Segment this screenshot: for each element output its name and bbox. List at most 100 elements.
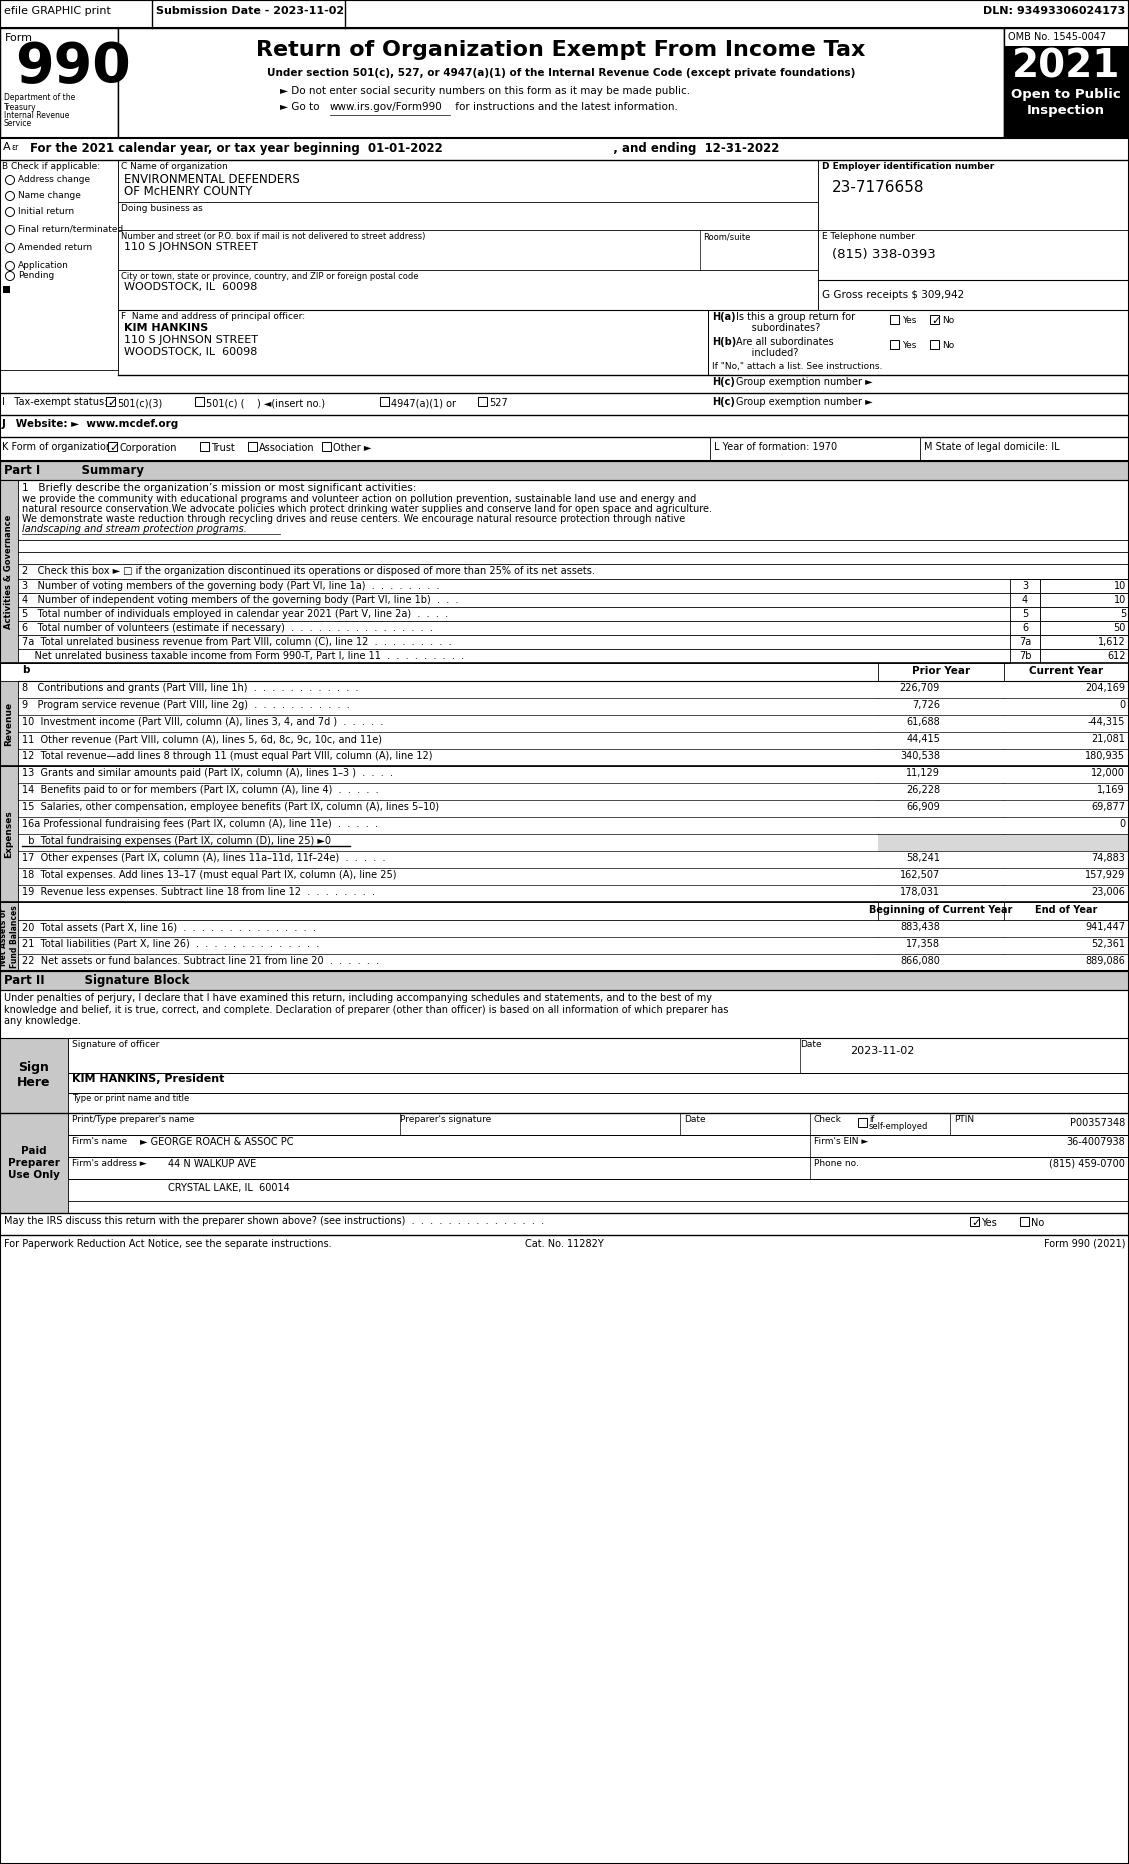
Text: (815) 338-0393: (815) 338-0393 bbox=[832, 248, 936, 261]
Text: for instructions and the latest information.: for instructions and the latest informat… bbox=[452, 103, 677, 112]
Bar bbox=[1004, 80, 1129, 138]
Text: 2   Check this box ► □ if the organization discontinued its operations or dispos: 2 Check this box ► □ if the organization… bbox=[21, 567, 595, 576]
Bar bbox=[1004, 664, 1129, 680]
Text: 10  Investment income (Part VIII, column (A), lines 3, 4, and 7d )  .  .  .  .  : 10 Investment income (Part VIII, column … bbox=[21, 718, 384, 727]
Text: Form 990 (2021): Form 990 (2021) bbox=[1043, 1240, 1124, 1249]
Text: 44,415: 44,415 bbox=[907, 734, 940, 744]
Text: Group exemption number ►: Group exemption number ► bbox=[736, 397, 873, 406]
Text: Net Assets or
Fund Balances: Net Assets or Fund Balances bbox=[0, 906, 19, 967]
Text: 21,081: 21,081 bbox=[1091, 734, 1124, 744]
Text: 226,709: 226,709 bbox=[900, 682, 940, 693]
Text: Part II: Part II bbox=[5, 975, 45, 988]
Bar bbox=[1004, 47, 1129, 80]
Bar bbox=[1010, 636, 1040, 649]
Bar bbox=[0, 971, 1129, 990]
Text: efile GRAPHIC print: efile GRAPHIC print bbox=[5, 6, 111, 17]
Text: Room/suite: Room/suite bbox=[703, 231, 751, 240]
Text: 0: 0 bbox=[1119, 701, 1124, 710]
Bar bbox=[1040, 608, 1129, 621]
Text: Corporation: Corporation bbox=[119, 444, 176, 453]
Text: KIM HANKINS, President: KIM HANKINS, President bbox=[72, 1074, 225, 1085]
Text: Firm's address ►: Firm's address ► bbox=[72, 1159, 147, 1169]
Text: ENVIRONMENTAL DEFENDERS: ENVIRONMENTAL DEFENDERS bbox=[124, 173, 300, 186]
Bar bbox=[0, 0, 1129, 28]
Text: 1   Briefly describe the organization’s mission or most significant activities:: 1 Briefly describe the organization’s mi… bbox=[21, 483, 417, 492]
Bar bbox=[1040, 593, 1129, 608]
Text: 1,612: 1,612 bbox=[1099, 637, 1126, 647]
Text: Activities & Governance: Activities & Governance bbox=[5, 514, 14, 628]
Bar bbox=[1040, 636, 1129, 649]
Bar bbox=[0, 766, 18, 902]
Bar bbox=[1010, 593, 1040, 608]
Bar bbox=[708, 309, 1129, 375]
Text: F  Name and address of principal officer:: F Name and address of principal officer: bbox=[121, 311, 305, 321]
Bar bbox=[68, 1113, 1129, 1135]
Bar bbox=[0, 460, 1129, 481]
Text: Prior Year: Prior Year bbox=[912, 665, 970, 677]
Text: Initial return: Initial return bbox=[18, 207, 75, 216]
Text: No: No bbox=[942, 341, 954, 350]
Bar bbox=[1010, 621, 1040, 636]
Text: Summary: Summary bbox=[65, 464, 145, 477]
Text: 74,883: 74,883 bbox=[1091, 854, 1124, 863]
Text: Submission Date - 2023-11-02: Submission Date - 2023-11-02 bbox=[156, 6, 344, 17]
Text: 7a: 7a bbox=[1018, 637, 1031, 647]
Text: natural resource conservation.We advocate policies which protect drinking water : natural resource conservation.We advocat… bbox=[21, 503, 712, 514]
Text: ► GEORGE ROACH & ASSOC PC: ► GEORGE ROACH & ASSOC PC bbox=[140, 1137, 294, 1146]
Bar bbox=[930, 315, 939, 324]
Text: L Year of formation: 1970: L Year of formation: 1970 bbox=[714, 442, 837, 451]
Text: ✓: ✓ bbox=[971, 1217, 980, 1228]
Text: ► Do not enter social security numbers on this form as it may be made public.: ► Do not enter social security numbers o… bbox=[280, 86, 690, 97]
Text: 866,080: 866,080 bbox=[900, 956, 940, 966]
Text: I   Tax-exempt status:: I Tax-exempt status: bbox=[2, 397, 107, 406]
Text: 889,086: 889,086 bbox=[1085, 956, 1124, 966]
Bar bbox=[878, 664, 1004, 680]
Text: ✓: ✓ bbox=[107, 399, 116, 408]
Text: J   Website: ►  www.mcdef.org: J Website: ► www.mcdef.org bbox=[2, 419, 180, 429]
Text: Cat. No. 11282Y: Cat. No. 11282Y bbox=[525, 1240, 603, 1249]
Text: 3: 3 bbox=[1022, 582, 1029, 591]
Bar bbox=[1010, 649, 1040, 664]
Text: Other ►: Other ► bbox=[333, 444, 371, 453]
Text: 12  Total revenue—add lines 8 through 11 (must equal Part VIII, column (A), line: 12 Total revenue—add lines 8 through 11 … bbox=[21, 751, 432, 761]
Text: 16a Professional fundraising fees (Part IX, column (A), line 11e)  .  .  .  .  .: 16a Professional fundraising fees (Part … bbox=[21, 818, 378, 829]
Text: εr: εr bbox=[11, 144, 18, 153]
Text: 6: 6 bbox=[1022, 623, 1029, 634]
Text: Net unrelated business taxable income from Form 990-T, Part I, line 11  .  .  . : Net unrelated business taxable income fr… bbox=[21, 651, 464, 662]
Text: Firm's EIN ►: Firm's EIN ► bbox=[814, 1137, 868, 1146]
Text: Expenses: Expenses bbox=[5, 811, 14, 857]
Bar bbox=[1010, 608, 1040, 621]
Text: Are all subordinates: Are all subordinates bbox=[736, 337, 833, 347]
Text: PTIN: PTIN bbox=[954, 1115, 974, 1124]
Text: 36-4007938: 36-4007938 bbox=[1066, 1137, 1124, 1146]
Text: Paid
Preparer
Use Only: Paid Preparer Use Only bbox=[8, 1146, 60, 1180]
Bar bbox=[106, 397, 115, 406]
Text: Internal Revenue: Internal Revenue bbox=[5, 112, 69, 119]
Bar bbox=[68, 1135, 1129, 1158]
Text: b  Total fundraising expenses (Part IX, column (D), line 25) ►0: b Total fundraising expenses (Part IX, c… bbox=[21, 835, 331, 846]
Text: Group exemption number ►: Group exemption number ► bbox=[736, 377, 873, 388]
Text: Open to Public: Open to Public bbox=[1012, 88, 1121, 101]
Text: No: No bbox=[1031, 1217, 1044, 1228]
Text: Firm's name: Firm's name bbox=[72, 1137, 128, 1146]
Text: 990: 990 bbox=[15, 39, 131, 93]
Text: Under penalties of perjury, I declare that I have examined this return, includin: Under penalties of perjury, I declare th… bbox=[5, 994, 728, 1027]
Text: Department of the: Department of the bbox=[5, 93, 76, 103]
Bar bbox=[0, 902, 18, 971]
Text: Under section 501(c), 527, or 4947(a)(1) of the Internal Revenue Code (except pr: Under section 501(c), 527, or 4947(a)(1)… bbox=[266, 67, 855, 78]
Bar bbox=[819, 160, 1129, 369]
Text: , and ending  12-31-2022: , and ending 12-31-2022 bbox=[605, 142, 779, 155]
Bar bbox=[1040, 621, 1129, 636]
Text: Number and street (or P.O. box if mail is not delivered to street address): Number and street (or P.O. box if mail i… bbox=[121, 231, 426, 240]
Bar bbox=[0, 680, 18, 766]
Bar bbox=[890, 339, 899, 349]
Text: 4947(a)(1) or: 4947(a)(1) or bbox=[391, 399, 456, 408]
Bar bbox=[0, 160, 119, 369]
Text: KIM HANKINS: KIM HANKINS bbox=[124, 322, 208, 334]
Text: Amended return: Amended return bbox=[18, 242, 93, 252]
Text: 17  Other expenses (Part IX, column (A), lines 11a–11d, 11f–24e)  .  .  .  .  .: 17 Other expenses (Part IX, column (A), … bbox=[21, 854, 385, 863]
Text: H(b): H(b) bbox=[712, 337, 736, 347]
Text: 21  Total liabilities (Part X, line 26)  .  .  .  .  .  .  .  .  .  .  .  .  .  : 21 Total liabilities (Part X, line 26) .… bbox=[21, 939, 320, 949]
Text: 5: 5 bbox=[1120, 610, 1126, 619]
Text: Yes: Yes bbox=[902, 317, 917, 324]
